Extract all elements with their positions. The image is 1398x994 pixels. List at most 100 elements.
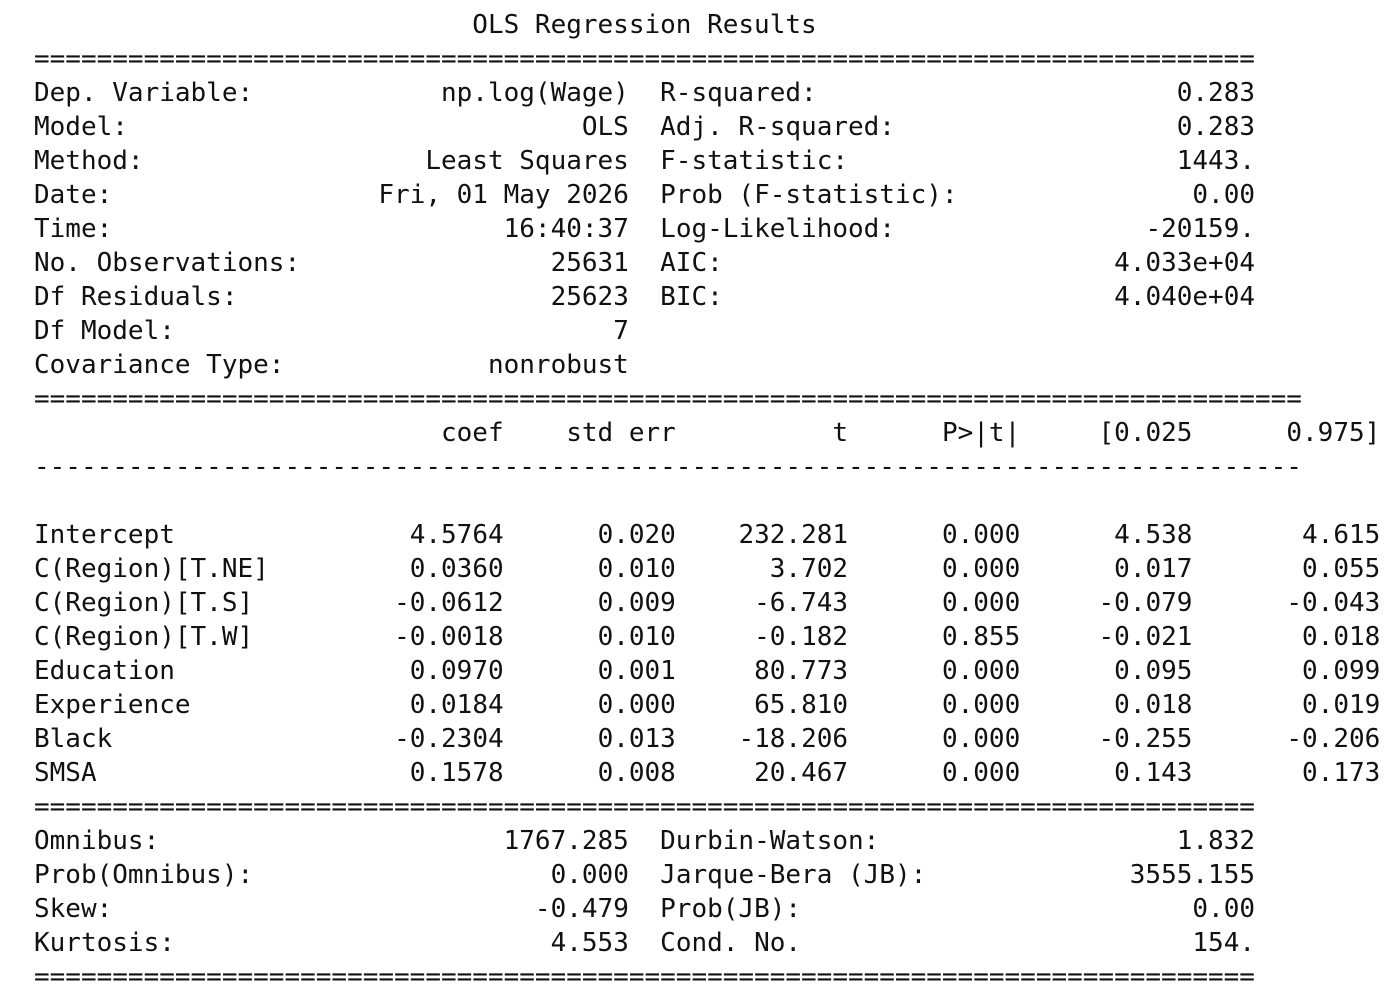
table-cell: 4.538: [1114, 520, 1193, 550]
stat-value: np.log(Wage): [441, 78, 629, 108]
stat-value: 25623: [550, 282, 629, 312]
stat-label: Prob (F-statistic):: [660, 180, 958, 210]
double-rule: ========================================…: [34, 44, 1255, 74]
table-cell: 0.0970: [409, 656, 504, 686]
stat-row: Method: Least Squares F-statistic: 1443.: [34, 144, 1380, 178]
table-cell: -18.206: [738, 724, 849, 754]
stat-value: 16:40:37: [503, 214, 629, 244]
stat-label: Log-Likelihood:: [660, 214, 895, 244]
term-name: Education: [34, 656, 175, 686]
table-cell: 0.855: [941, 622, 1021, 652]
term-name: C(Region)[T.W]: [34, 622, 254, 652]
stat-label: Model:: [34, 112, 128, 142]
stat-value: 3555.155: [1129, 860, 1256, 890]
stat-label: R-squared:: [660, 78, 817, 108]
stat-row: Covariance Type: nonrobust: [34, 348, 1380, 382]
stat-row: No. Observations: 25631 AIC: 4.033e+04: [34, 246, 1380, 280]
stat-value: -0.479: [534, 894, 629, 924]
table-cell: 0.143: [1114, 758, 1193, 788]
stat-value: 25631: [550, 248, 629, 278]
table-cell: 80.773: [754, 656, 849, 686]
table-cell: 0.010: [597, 554, 676, 584]
stat-label: Cond. No.: [660, 928, 802, 958]
diagnostics-summary: Omnibus: 1767.285 Durbin-Watson: 1.832 Pr…: [34, 824, 1380, 960]
table-row: C(Region)[T.W] -0.0018 0.010 -0.182 0.85…: [34, 620, 1380, 654]
term-name: SMSA: [34, 758, 97, 788]
table-cell: 0.000: [941, 758, 1021, 788]
table-cell: 0.018: [1114, 690, 1193, 720]
stat-row: Time: 16:40:37 Log-Likelihood: -20159.: [34, 212, 1380, 246]
table-row: SMSA 0.1578 0.008 20.467 0.000 0.143 0.1…: [34, 756, 1380, 790]
stat-row: Prob(Omnibus): 0.000 Jarque-Bera (JB): 3…: [34, 858, 1380, 892]
stat-label: Kurtosis:: [34, 928, 175, 958]
stat-value: 1767.285: [503, 826, 629, 856]
table-cell: -0.2304: [394, 724, 504, 754]
stat-row: Kurtosis: 4.553 Cond. No. 154.: [34, 926, 1380, 960]
stat-label: Prob(JB):: [660, 894, 802, 924]
table-row: Education 0.0970 0.001 80.773 0.000 0.09…: [34, 654, 1380, 688]
table-cell: 0.173: [1302, 758, 1381, 788]
stat-value: 0.00: [1192, 180, 1256, 210]
stat-value: 4.553: [550, 928, 629, 958]
table-row: Experience 0.0184 0.000 65.810 0.000 0.0…: [34, 688, 1380, 722]
stat-value: 0.283: [1176, 112, 1256, 142]
term-name: C(Region)[T.S]: [34, 588, 254, 618]
column-header: 0.975]: [1286, 418, 1381, 448]
table-cell: -0.079: [1098, 588, 1193, 618]
report-title: OLS Regression Results: [34, 8, 1380, 42]
table-cell: -0.0612: [394, 588, 504, 618]
stat-value: Least Squares: [425, 146, 629, 176]
stat-row: Skew: -0.479 Prob(JB): 0.00: [34, 892, 1380, 926]
stat-label: AIC:: [660, 248, 723, 278]
table-cell: 0.0184: [409, 690, 504, 720]
stat-label: Skew:: [34, 894, 113, 924]
stat-label: Time:: [34, 214, 113, 244]
column-header: [0.025: [1098, 418, 1193, 448]
stat-label: Omnibus:: [34, 826, 160, 856]
blank-line: [34, 484, 1380, 518]
table-cell: -0.021: [1098, 622, 1193, 652]
model-summary: Dep. Variable: np.log(Wage) R-squared: 0…: [34, 76, 1380, 382]
table-cell: 0.055: [1302, 554, 1381, 584]
table-cell: -0.043: [1286, 588, 1381, 618]
single-rule: ----------------------------------------…: [34, 452, 1302, 482]
table-cell: 0.008: [597, 758, 676, 788]
table-cell: 0.095: [1114, 656, 1193, 686]
stat-label: Dep. Variable:: [34, 78, 254, 108]
column-header: t: [832, 418, 849, 448]
stat-value: nonrobust: [487, 350, 629, 380]
stat-value: 0.00: [1192, 894, 1256, 924]
term-name: Experience: [34, 690, 191, 720]
stat-value: 4.040e+04: [1114, 282, 1256, 312]
stat-label: No. Observations:: [34, 248, 301, 278]
table-cell: 0.000: [597, 690, 676, 720]
stat-row: Df Residuals: 25623 BIC: 4.040e+04: [34, 280, 1380, 314]
table-cell: 20.467: [754, 758, 849, 788]
stat-label: Durbin-Watson:: [660, 826, 880, 856]
table-row: Intercept 4.5764 0.020 232.281 0.000 4.5…: [34, 518, 1380, 552]
table-cell: 3.702: [769, 554, 849, 584]
stat-value: 4.033e+04: [1114, 248, 1256, 278]
table-row: Black -0.2304 0.013 -18.206 0.000 -0.255…: [34, 722, 1380, 756]
table-cell: 0.099: [1302, 656, 1381, 686]
table-cell: 0.000: [941, 656, 1021, 686]
column-header: P>|t|: [941, 418, 1021, 448]
stat-label: Method:: [34, 146, 144, 176]
table-cell: 0.0360: [409, 554, 504, 584]
stat-value: 0.283: [1176, 78, 1256, 108]
table-cell: -0.255: [1098, 724, 1193, 754]
coef-table-header: coef std err t P>|t| [0.025 0.975]: [34, 416, 1380, 450]
stat-row: Omnibus: 1767.285 Durbin-Watson: 1.832: [34, 824, 1380, 858]
stat-value: 1443.: [1176, 146, 1256, 176]
term-name: Intercept: [34, 520, 175, 550]
table-cell: 4.615: [1302, 520, 1381, 550]
stat-row: Dep. Variable: np.log(Wage) R-squared: 0…: [34, 76, 1380, 110]
table-cell: 0.001: [597, 656, 676, 686]
ols-report: OLS Regression Results ==================…: [34, 8, 1380, 994]
stat-value: OLS: [581, 112, 629, 142]
table-cell: -6.743: [754, 588, 849, 618]
stat-row: Date: Fri, 01 May 2026 Prob (F-statistic…: [34, 178, 1380, 212]
double-rule: ========================================…: [34, 384, 1302, 414]
stat-row: Model: OLS Adj. R-squared: 0.283: [34, 110, 1380, 144]
table-cell: 0.019: [1302, 690, 1381, 720]
